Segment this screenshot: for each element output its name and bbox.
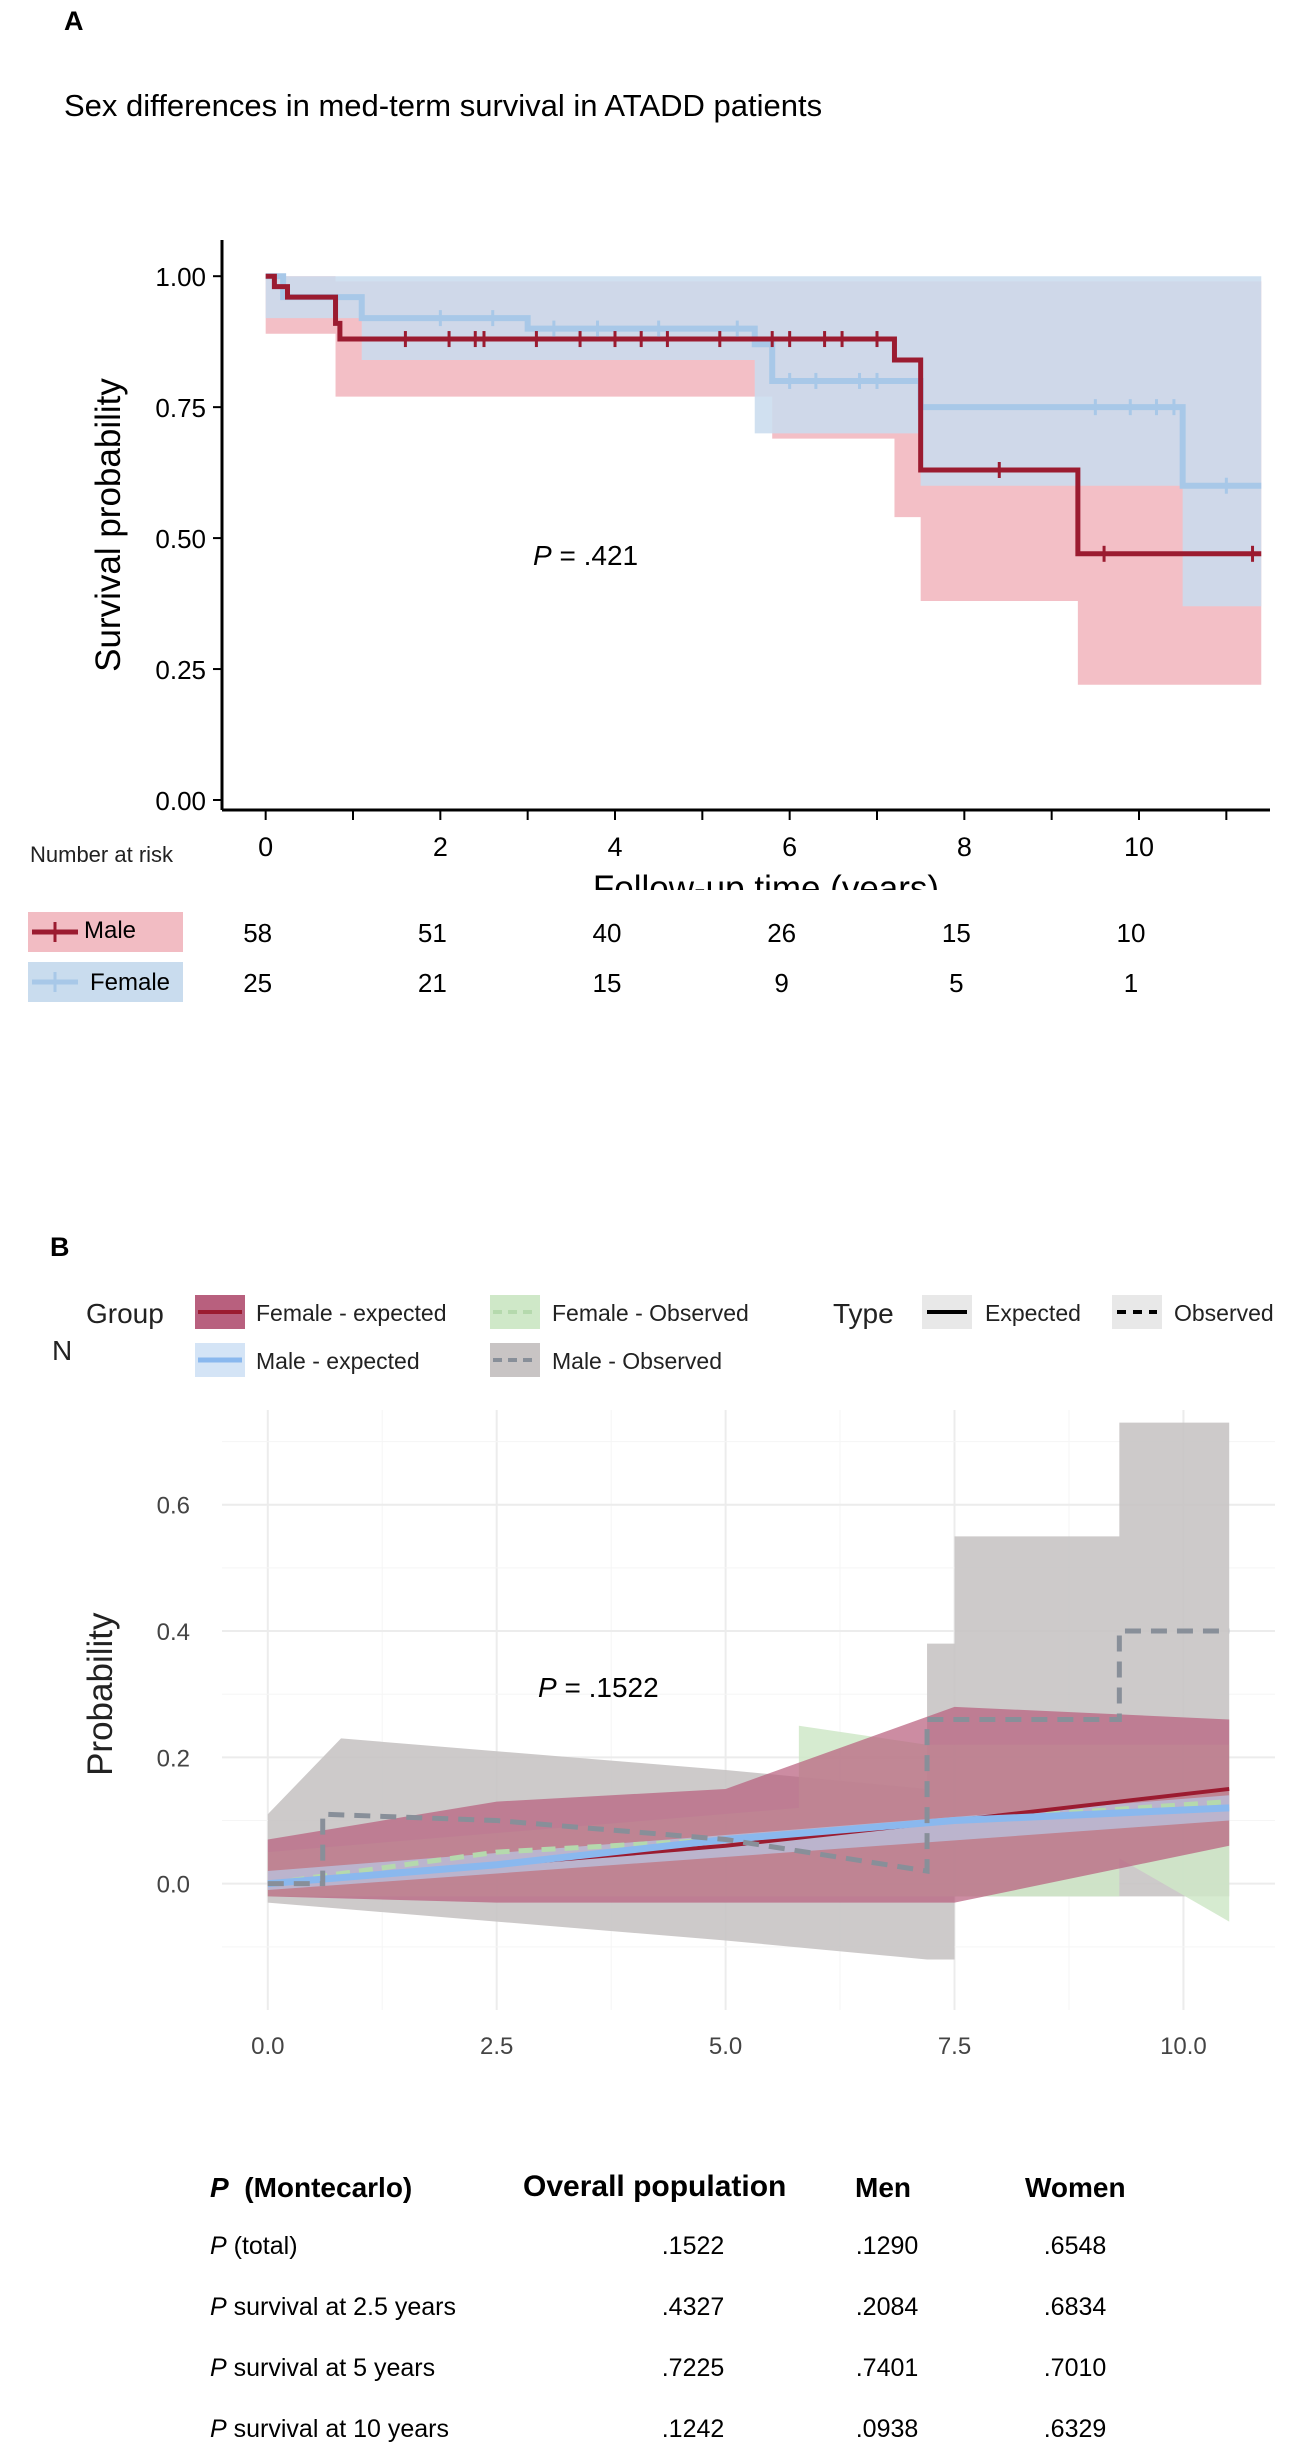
- legend-type-observed-label: Observed: [1174, 1300, 1274, 1326]
- table-cell: .7225: [661, 2354, 725, 2382]
- km-y-tick-label: 1.00: [155, 262, 206, 292]
- pb-y-tick-label: 0.6: [157, 1493, 190, 1520]
- legend-female-expected-label: Female - expected: [256, 1300, 447, 1326]
- pb-male-observed-line: [267, 1628, 1230, 1887]
- risk-count-female: 5: [949, 968, 964, 998]
- table-cell: .6329: [1043, 2415, 1107, 2443]
- table-header-overall: Overall population: [523, 2170, 787, 2203]
- km-pvalue: P = .421: [533, 540, 639, 571]
- panel-b-label: B: [50, 1232, 70, 1262]
- km-y-tick-label: 0.00: [155, 786, 206, 816]
- risk-count-male: 58: [243, 918, 273, 948]
- pb-x-axis-label: Years of follow-up: [634, 2067, 863, 2070]
- km-chart: 0.00 0.25 0.50 0.75 1.00 0 2 4 6 8 10 Follow-up tim…: [89, 240, 1270, 890]
- stray-label: N: [52, 1335, 73, 1366]
- legend-male-expected-label: Male - expected: [256, 1348, 420, 1374]
- male-legend-key-icon: [32, 922, 78, 942]
- legend-male-observed-label: Male - Observed: [552, 1348, 723, 1374]
- risk-count-male: 10: [1116, 918, 1146, 948]
- table-cell: .7401: [855, 2354, 919, 2382]
- pb-y-tick-label: 0.2: [157, 1745, 190, 1772]
- pb-x-tick-label: 10.0: [1160, 2033, 1207, 2060]
- table-cell: .6834: [1043, 2293, 1107, 2321]
- km-y-tick-label: 0.25: [155, 655, 206, 685]
- risk-count-male: 15: [941, 918, 971, 948]
- risk-count-female: 15: [592, 968, 622, 998]
- female-legend-key-icon: [32, 972, 78, 992]
- pb-x-tick-label: 5.0: [709, 2033, 742, 2060]
- pb-y-axis-label: Probability: [81, 1612, 120, 1776]
- table-header-women: Women: [1025, 2172, 1126, 2203]
- probability-chart: 0.0 0.2 0.4 0.6 0.0 2.5 5.0 7.5 10.0 Years of fol…: [81, 1410, 1275, 2070]
- risk-count-female: 1: [1123, 968, 1139, 998]
- table-header-label: P (Montecarlo): [210, 2172, 413, 2203]
- pb-x-tick-label: 2.5: [480, 2033, 513, 2060]
- table-row-label: P (total): [210, 2232, 298, 2260]
- table-cell: .7010: [1043, 2354, 1107, 2382]
- km-y-axis-label: Survival probability: [89, 378, 128, 672]
- km-x-tick-label: 6: [782, 832, 797, 862]
- km-x-tick-label: 4: [607, 832, 622, 862]
- risk-count-female: 21: [417, 968, 447, 998]
- legend-group-title: Group: [86, 1298, 164, 1329]
- table-cell: .1242: [661, 2415, 725, 2443]
- legend-female-expected-key: [195, 1295, 245, 1329]
- km-x-axis-label: Follow-up time (years): [593, 869, 939, 890]
- prob-pvalue: P = .1522: [538, 1672, 659, 1703]
- km-y-tick-label: 0.50: [155, 524, 206, 554]
- risk-count-female: 25: [243, 968, 273, 998]
- pb-y-tick-label: 0.4: [157, 1619, 190, 1646]
- pb-x-tick-label: 0.0: [251, 2033, 284, 2060]
- table-header-men: Men: [855, 2172, 911, 2203]
- panel-a-label: A: [64, 6, 84, 36]
- risk-row-male-label: Male: [84, 917, 137, 944]
- table-cell: .2084: [855, 2293, 919, 2321]
- legend-male-expected-key: [195, 1343, 245, 1377]
- km-x-tick-label: 2: [433, 832, 448, 862]
- legend-type-title: Type: [833, 1298, 894, 1329]
- km-x-tick-label: 8: [957, 832, 972, 862]
- km-x-tick-label: 0: [258, 832, 273, 862]
- table-cell: .1290: [855, 2232, 919, 2260]
- risk-table-title: Number at risk: [30, 842, 174, 867]
- table-row-label: P survival at 10 years: [210, 2415, 450, 2443]
- legend-type-observed-key: [1112, 1295, 1162, 1329]
- table-cell: .1522: [661, 2232, 725, 2260]
- table-cell: .0938: [855, 2415, 919, 2443]
- legend-female-observed-key: [490, 1295, 540, 1329]
- risk-count-male: 51: [417, 918, 447, 948]
- pb-x-tick-label: 7.5: [938, 2033, 971, 2060]
- km-x-tick-label: 10: [1124, 832, 1154, 862]
- pb-y-tick-label: 0.0: [157, 1872, 190, 1899]
- panel-a-title: Sex differences in med-term survival in …: [64, 88, 823, 123]
- table-row-label: P survival at 2.5 years: [210, 2293, 456, 2321]
- risk-count-female: 9: [774, 968, 789, 998]
- table-row-label: P survival at 5 years: [210, 2354, 436, 2382]
- table-cell: .4327: [661, 2293, 725, 2321]
- km-y-tick-label: 0.75: [155, 393, 206, 423]
- km-female-ci-band: [265, 276, 1262, 607]
- risk-row-female-label: Female: [90, 969, 171, 996]
- legend-type-expected-label: Expected: [985, 1300, 1081, 1326]
- legend-male-observed-key: [490, 1343, 540, 1377]
- risk-count-male: 40: [592, 918, 622, 948]
- risk-count-male: 26: [767, 918, 797, 948]
- legend-type-expected-key: [922, 1295, 972, 1329]
- legend-female-observed-label: Female - Observed: [552, 1300, 749, 1326]
- table-cell: .6548: [1043, 2232, 1107, 2260]
